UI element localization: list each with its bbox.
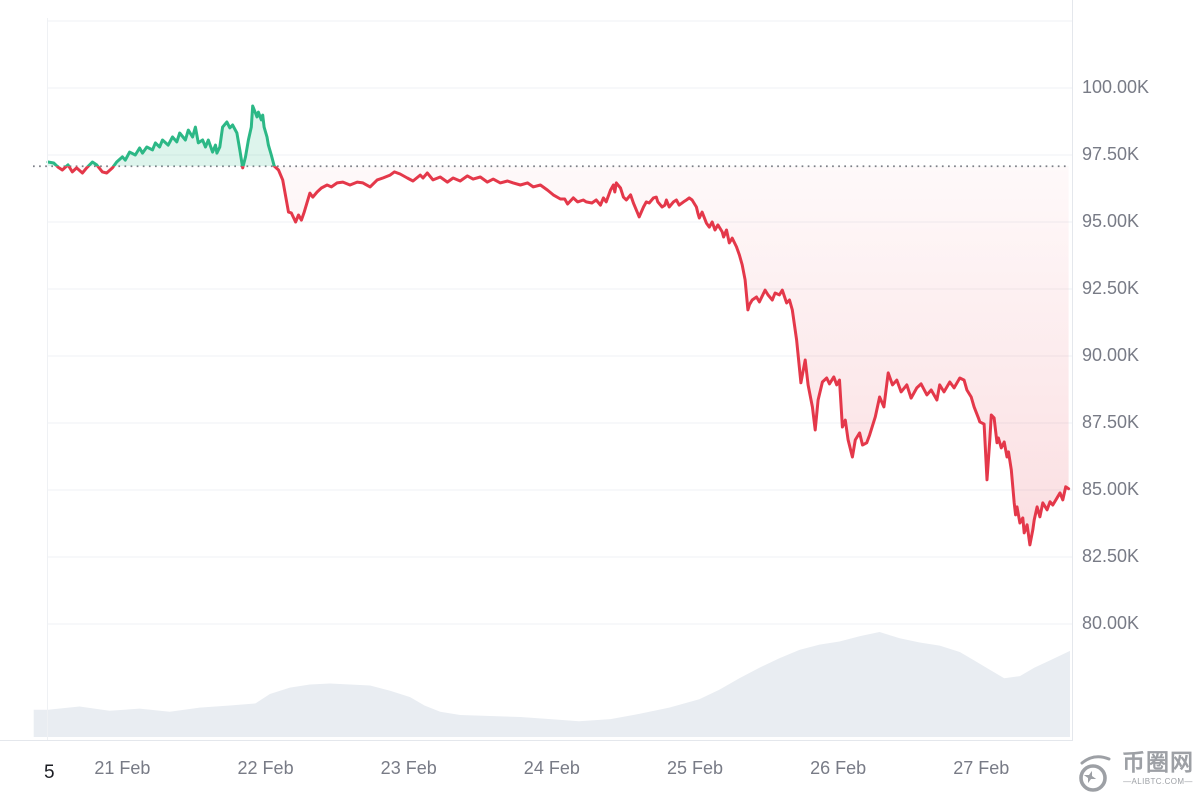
price-axis[interactable]: 100.00K 97.50K 95.00K 92.50K 90.00K 87.50K 85.… [1073, 0, 1200, 740]
price-axis-label: 92.50K [1082, 278, 1140, 298]
price-area-below-baseline [48, 166, 1071, 547]
price-axis-label: 90.00K [1082, 345, 1140, 365]
time-axis-label: 26 Feb [810, 758, 867, 778]
price-axis-label: 82.50K [1082, 546, 1140, 566]
time-axis-label: 27 Feb [953, 758, 1010, 778]
watermark-site-name: 币圈网 [1122, 750, 1194, 776]
watermark-site-url: —ALIBTC.COM— [1123, 777, 1193, 786]
page-number-text: 5 [44, 762, 55, 783]
time-axis-label: 24 Feb [523, 758, 580, 778]
price-axis-label: 100.00K [1082, 77, 1150, 97]
coin-logo-icon [1079, 755, 1111, 792]
time-axis-label: 23 Feb [380, 758, 437, 778]
price-axis-label: 80.00K [1082, 613, 1140, 633]
time-axis[interactable]: 21 Feb 22 Feb 23 Feb 24 Feb 25 Feb 26 Feb 27 F… [0, 741, 1072, 783]
price-axis-label: 85.00K [1082, 479, 1140, 499]
price-axis-label: 87.50K [1082, 412, 1140, 432]
price-area-above-baseline [46, 104, 277, 167]
watermark: 币圈网 —ALIBTC.COM— [1076, 750, 1194, 796]
volume-area [33, 632, 1071, 737]
time-axis-label: 21 Feb [94, 758, 151, 778]
time-axis-label: 25 Feb [666, 758, 723, 778]
price-axis-label: 97.50K [1082, 144, 1140, 164]
price-axis-label: 95.00K [1082, 211, 1140, 231]
time-axis-label: 22 Feb [237, 758, 294, 778]
